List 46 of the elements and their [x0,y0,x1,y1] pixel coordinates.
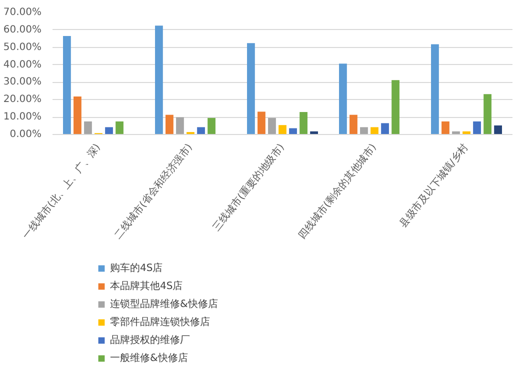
bar [258,112,266,134]
bar [155,26,163,134]
bar [494,125,502,134]
bar [360,127,368,134]
bar [208,118,216,134]
x-tick-label: 县级市及以下城镇/乡村 [397,141,471,230]
legend-label: 零部件品牌连锁快修店 [110,316,210,329]
bar [392,80,400,134]
y-tick-label: 60.00% [3,24,42,36]
bar [442,121,450,134]
bar [247,43,255,134]
legend-label: 一般维修&快修店 [110,352,188,365]
bar [105,127,113,134]
x-tick-label: 四线城市(剩余的其他城市) [296,141,379,242]
x-tick-label: 一线城市(北、上、广、深) [20,141,103,242]
y-tick-label: 0.00% [10,129,42,140]
y-tick-label: 10.00% [3,112,42,123]
bar [63,36,71,134]
bar [166,114,174,134]
bar [381,123,389,134]
legend-label: 本品牌其他4S店 [110,280,183,293]
y-tick-label: 70.00% [3,7,42,18]
legend-label: 连锁型品牌维修&快修店 [110,298,218,311]
bar [84,121,92,134]
x-tick-label: 二线城市(省会和经济强市) [112,141,195,242]
legend-label: 购车的4S店 [110,262,163,275]
y-tick-label: 30.00% [3,76,42,88]
bar [431,44,439,134]
x-tick-label: 三线城市(重要的地级市) [210,141,287,234]
bar [278,125,286,134]
y-tick-label: 50.00% [3,42,42,53]
bar [197,127,205,134]
bar [116,121,124,134]
bar [176,117,184,134]
y-tick-label: 40.00% [3,59,42,70]
bar [370,127,378,134]
bar [484,94,492,134]
bar [350,114,358,134]
y-tick-label: 20.00% [3,94,42,106]
bar [268,118,276,134]
bar [473,121,481,134]
bar [289,128,297,134]
bar [300,112,308,134]
legend-label: 品牌授权的维修厂 [110,334,190,347]
bar [74,96,82,134]
bar [339,64,347,134]
